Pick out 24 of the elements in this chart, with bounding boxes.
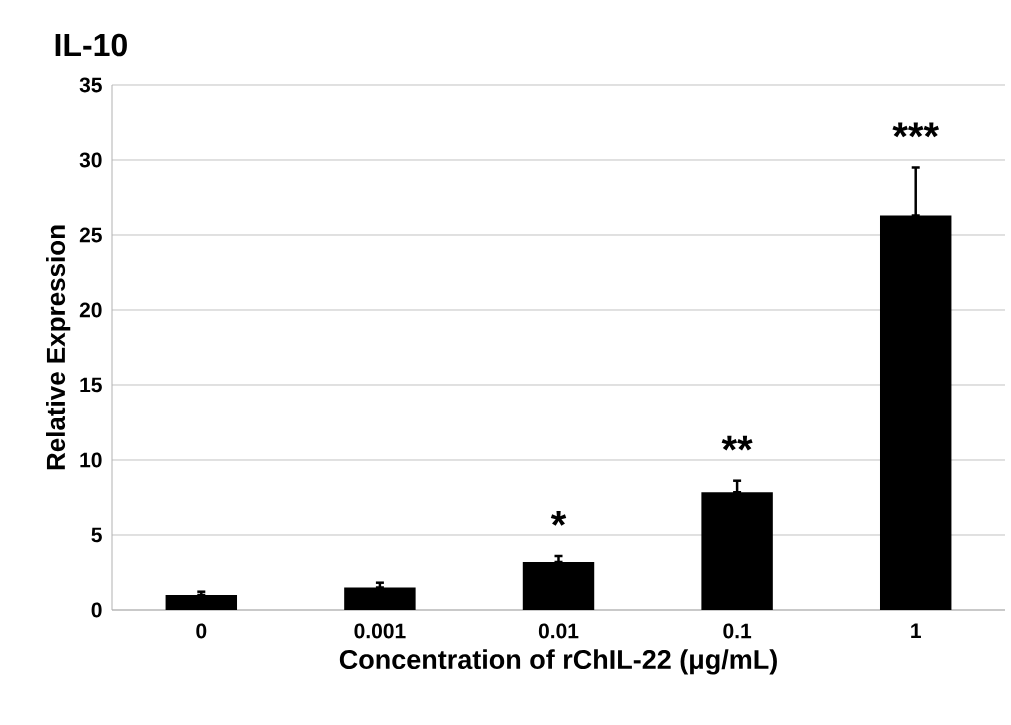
x-tick-label: 0.1 bbox=[723, 623, 752, 639]
bar bbox=[701, 492, 773, 610]
bar bbox=[879, 215, 952, 610]
bar bbox=[344, 587, 416, 610]
y-tick-label: 0 bbox=[91, 602, 102, 618]
y-tick-label: 10 bbox=[80, 452, 102, 468]
y-tick-label: 15 bbox=[80, 377, 102, 393]
y-tick-label: 5 bbox=[91, 527, 102, 543]
x-axis-title: Concentration of rChIL-22 (μg/mL) bbox=[339, 649, 777, 675]
annotation: ** bbox=[721, 435, 753, 451]
y-tick-label: 35 bbox=[79, 77, 102, 93]
y-tick-label: 20 bbox=[79, 302, 102, 318]
x-tick-label: 1 bbox=[911, 623, 921, 638]
annotation: *** bbox=[892, 122, 940, 138]
annotation: * bbox=[550, 510, 567, 526]
y-axis-title: Relative Expression bbox=[46, 225, 71, 470]
bar bbox=[165, 595, 238, 610]
bar bbox=[522, 562, 595, 610]
x-tick-label: 0.01 bbox=[538, 623, 579, 639]
y-tick-label: 30 bbox=[79, 152, 102, 168]
x-tick-label: 0 bbox=[196, 623, 207, 639]
y-tick-label: 25 bbox=[79, 227, 102, 243]
chart-title: IL-10 bbox=[55, 33, 127, 57]
x-tick-label: 0.001 bbox=[354, 623, 406, 639]
